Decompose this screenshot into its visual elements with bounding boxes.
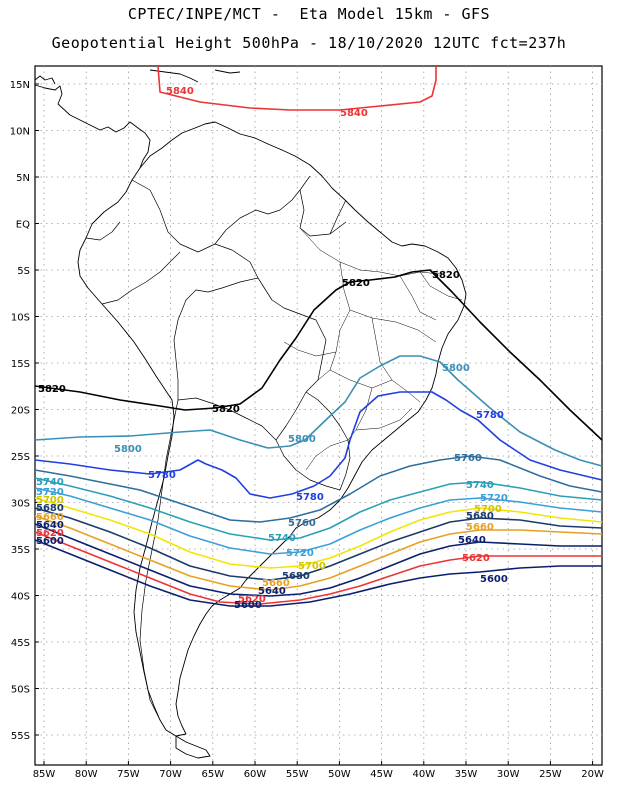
lat-tick-label: 15S: [11, 359, 30, 370]
contour-label: 5760: [454, 453, 482, 464]
lat-tick-label: 40S: [11, 592, 30, 603]
contour-label: 5640: [258, 586, 286, 597]
lat-tick-label: 15N: [10, 80, 30, 91]
contour-label: 5620: [238, 594, 266, 605]
lat-tick-label: 45S: [11, 638, 30, 649]
contour-label: 5820: [38, 384, 66, 395]
lon-tick-label: 80W: [75, 769, 98, 780]
contour-label: 5800: [288, 434, 316, 445]
contour-label: 5840: [340, 108, 368, 119]
contour-5620: [34, 531, 602, 605]
contour-label: 5740: [36, 477, 64, 488]
lon-tick-label: 40W: [412, 769, 435, 780]
contour-label: 5660: [262, 578, 290, 589]
contour-5820: [34, 269, 603, 441]
contour-5840: [157, 65, 437, 111]
lon-tick-label: 65W: [201, 769, 224, 780]
contour-label: 5620: [36, 528, 64, 539]
contour-label: 5820: [432, 270, 460, 281]
axis-ticks: 15N 10N 5N EQ 5S 10S 15S 20S 25S 30S 35S 40S 45S 50S 5…: [10, 80, 604, 780]
contour-labels: 5840 5840 5820 5820 5820 5820 5800 5800 …: [36, 86, 508, 611]
lon-tick-label: 75W: [117, 769, 140, 780]
contour-label: 5700: [298, 561, 326, 572]
hispaniola-outline: [214, 69, 241, 74]
tierra-del-fuego-outline: [175, 735, 211, 759]
contour-label: 5800: [442, 363, 470, 374]
lon-tick-label: 60W: [244, 769, 267, 780]
contour-label: 5700: [36, 495, 64, 506]
lon-tick-label: 45W: [370, 769, 393, 780]
contour-label: 5680: [282, 571, 310, 582]
title-line-2: Geopotential Height 500hPa - 18/10/2020 …: [51, 34, 567, 52]
central-america-outline: [34, 84, 151, 169]
contour-5800: [34, 355, 603, 467]
contour-label: 5720: [480, 493, 508, 504]
contour-5640: [34, 523, 602, 597]
contour-label: 5760: [288, 518, 316, 529]
contour-label: 5840: [166, 86, 194, 97]
title-line-1: CPTEC/INPE/MCT - Eta Model 15km - GFS: [127, 5, 491, 23]
contour-5720: [34, 487, 603, 555]
contour-label: 5680: [36, 503, 64, 514]
contour-label: 5660: [466, 522, 494, 533]
map-frame: [34, 65, 603, 766]
lat-tick-label: EQ: [16, 220, 30, 231]
coastlines: [34, 69, 467, 759]
contour-5680: [34, 507, 603, 581]
contour-label: 5640: [36, 520, 64, 531]
contour-label: 5640: [458, 535, 486, 546]
contour-5780: [34, 391, 603, 499]
lon-tick-label: 70W: [159, 769, 182, 780]
lat-tick-label: 5S: [17, 266, 30, 277]
contour-label: 5740: [268, 533, 296, 544]
lat-tick-label: 10S: [11, 313, 30, 324]
contour-lines: [34, 65, 603, 607]
contour-label: 5600: [480, 574, 508, 585]
contour-5660: [34, 515, 603, 591]
lat-tick-label: 55S: [11, 731, 30, 742]
contour-label: 5600: [36, 536, 64, 547]
lat-tick-label: 5N: [16, 173, 30, 184]
cuba-outline: [149, 69, 199, 83]
lat-tick-label: 50S: [11, 685, 30, 696]
contour-label: 5820: [342, 278, 370, 289]
lon-tick-label: 50W: [328, 769, 351, 780]
lon-tick-label: 20W: [581, 769, 604, 780]
lon-tick-label: 55W: [286, 769, 309, 780]
contour-5740: [34, 477, 603, 541]
contour-label: 5720: [36, 487, 64, 498]
contour-label: 5740: [466, 480, 494, 491]
lat-tick-label: 20S: [11, 406, 30, 417]
lat-tick-label: 35S: [11, 545, 30, 556]
contour-5760: [34, 455, 603, 523]
state-borders: [283, 227, 463, 471]
contour-label: 5800: [114, 444, 142, 455]
contour-5700: [34, 497, 603, 569]
yucatan-outline: [34, 75, 56, 85]
lat-tick-label: 25S: [11, 452, 30, 463]
lat-tick-label: 10N: [10, 127, 30, 138]
lon-tick-label: 25W: [539, 769, 562, 780]
contour-label: 5780: [148, 470, 176, 481]
lon-tick-label: 85W: [33, 769, 56, 780]
contour-label: 5680: [466, 511, 494, 522]
contour-label: 5720: [286, 548, 314, 559]
lon-tick-label: 30W: [497, 769, 520, 780]
contour-label: 5820: [212, 404, 240, 415]
contour-label: 5780: [296, 492, 324, 503]
contour-label: 5620: [462, 553, 490, 564]
gridlines: [35, 66, 602, 765]
contour-label: 5600: [234, 600, 262, 611]
contour-label: 5780: [476, 410, 504, 421]
lon-tick-label: 35W: [455, 769, 478, 780]
contour-label: 5660: [36, 512, 64, 523]
lat-tick-label: 30S: [11, 499, 30, 510]
contour-label: 5700: [474, 504, 502, 515]
contour-5600: [34, 539, 602, 607]
south-america-outline: [77, 121, 467, 737]
